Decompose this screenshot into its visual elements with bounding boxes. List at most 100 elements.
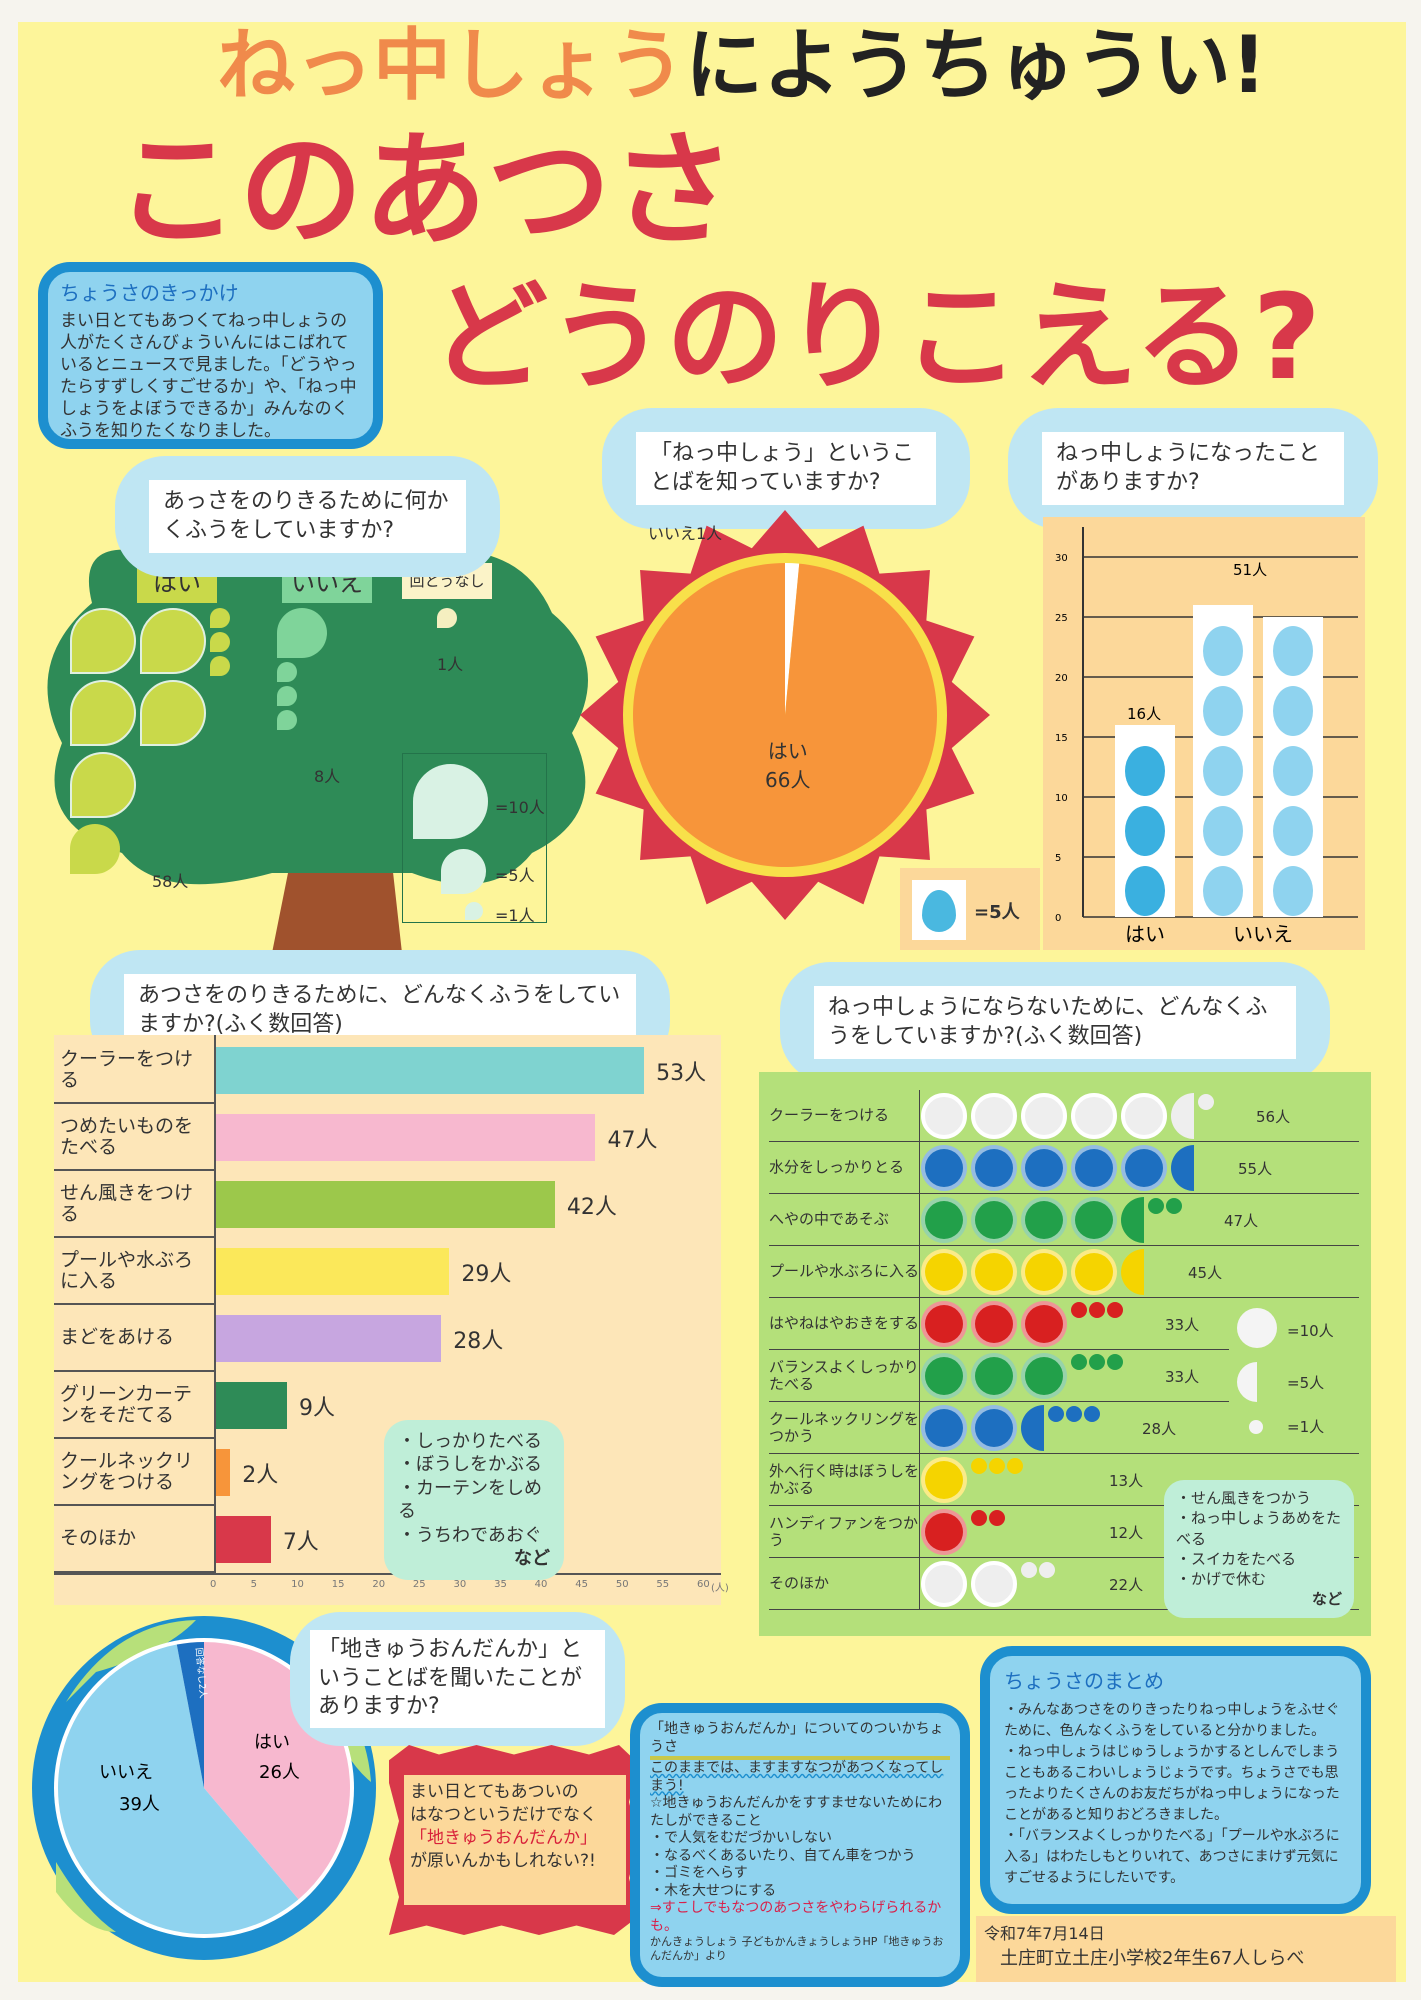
leaf-icon (70, 608, 136, 674)
icon-1 (1071, 1302, 1087, 1318)
bar (214, 1315, 442, 1362)
row-value-label: 28人 (1142, 1420, 1177, 1438)
tree-no-label: いいえ (282, 563, 372, 603)
category-label: グリーンカーテンをそだてる (54, 1372, 214, 1439)
note-line: ・しっかりたべる (398, 1431, 542, 1452)
row-line (769, 1141, 1359, 1142)
tree-yes-label: はい (137, 563, 217, 603)
bar-value-label: 2人 (242, 1463, 279, 1488)
note-line: ・ぼうしをかぶる (398, 1454, 542, 1476)
drop-icon (1203, 866, 1243, 916)
research-bullet: ・木を大せつにする (650, 1882, 777, 1899)
y-axis (214, 1035, 216, 1573)
title-heatstroke: ねっ中しょう (217, 21, 686, 111)
sun-question: 「ねっ中しょう」ということばを知っていますか? (612, 418, 960, 520)
warming-box: まい日とてもあついの はなつというだけでなく 「地きゅうおんだんか」 が原いんか… (404, 1775, 626, 1905)
row-line (769, 1609, 1359, 1610)
category-label: せん風きをつける (54, 1171, 214, 1238)
drop-icon (1125, 746, 1165, 796)
leaf-icon (70, 752, 136, 818)
icon-10 (921, 1353, 967, 1399)
research-bullet: ・ゴミをへらす (650, 1865, 748, 1881)
x-tick-label: 35 (494, 1579, 507, 1590)
icon-10 (971, 1249, 1017, 1295)
title-caution: にようちゅうい! (685, 21, 1267, 111)
drop-icon (1203, 746, 1243, 796)
icon-10 (1071, 1249, 1117, 1295)
y-tick-label: 10 (1055, 793, 1068, 804)
leaf-icon (140, 608, 206, 674)
row-value-label: 33人 (1165, 1316, 1200, 1334)
research-warning: このままでは、ますますなつがあつくなってしまう! (650, 1760, 944, 1794)
research-bullet: ・で人気をむだづかいしない (650, 1830, 832, 1846)
icon-10 (1021, 1197, 1067, 1243)
icon-10 (971, 1145, 1017, 1191)
drop-icon (922, 890, 956, 932)
drop-icon (1273, 866, 1313, 916)
pie-no-value: 39人 (119, 1794, 160, 1815)
icon-10 (971, 1093, 1017, 1139)
icon-1 (1107, 1302, 1123, 1318)
icon-10 (921, 1301, 967, 1347)
bar (214, 1114, 596, 1161)
leaf-icon (210, 608, 230, 628)
tree-legend: =10人 =5人 =1人 (402, 753, 547, 925)
category-label: ハンディファンをつかう (769, 1506, 919, 1558)
legend-10-label: =10人 (1287, 1322, 1334, 1340)
summary-paragraph: ・ねっ中しょうはじゅうしょうかするとしんでしまうこともあるこわいしょうじょうです… (1004, 1744, 1340, 1823)
tree-chart: はい いいえ 回とうなし 58人 8人 1人 =10人 =5人 =1人 (32, 523, 600, 953)
icon-10 (921, 1405, 967, 1451)
x-tick-label: 40 (534, 1579, 548, 1590)
title-line-3: どうのりこえる? (430, 268, 1321, 406)
research-heading: 「地きゅうおんだんか」についてのついかちょうさ (650, 1721, 950, 1760)
bar-value-label: 51人 (1233, 561, 1267, 579)
bar-value-label: 7人 (282, 1530, 319, 1555)
y-tick-label: 25 (1055, 613, 1068, 624)
icon-10 (971, 1353, 1017, 1399)
footer: 令和7年7月14日 土庄町立土庄小学校2年生67人しらべ (976, 1916, 1396, 1982)
icon-10 (921, 1093, 967, 1139)
bar-value-label: 47人 (607, 1128, 658, 1153)
note-line: など (514, 1547, 550, 1569)
drop-icon (1203, 626, 1243, 676)
bar-value-label: 29人 (461, 1262, 512, 1287)
row-line (769, 1193, 1359, 1194)
category-label: つめたいものをたべる (54, 1104, 214, 1171)
note-bubble: ・せん風きをつかう ・ねっ中しょうあめをたべる ・スイカをたべる ・かげで休む など (1164, 1480, 1354, 1618)
leaf-icon (277, 662, 297, 682)
icon-10 (1021, 1093, 1067, 1139)
legend-1-label: =1人 (1287, 1418, 1325, 1436)
icon-10 (1121, 1093, 1167, 1139)
motivation-box: ちょうさのきっかけ まい日とてもあつくてねっ中しょうの人がたくさんびょういんには… (38, 262, 383, 449)
warming-red-text: 「地きゅうおんだんか」 (410, 1827, 597, 1848)
drop-icon (1273, 686, 1313, 736)
icon-10 (921, 1145, 967, 1191)
x-tick-label: 60 (697, 1579, 710, 1590)
category-label: バランスよくしっかりたべる (769, 1350, 919, 1402)
bar (214, 1181, 555, 1228)
bar (214, 1248, 450, 1295)
row-line (769, 1453, 1359, 1454)
icon-10 (1021, 1145, 1067, 1191)
leaf-icon (277, 710, 297, 730)
row-line (769, 1557, 1359, 1558)
note-line: など (1311, 1590, 1342, 1609)
icon-1 (1071, 1354, 1087, 1370)
title-line-2: このあつさ (115, 119, 736, 263)
pie-slice-no (785, 563, 800, 715)
drop-icon (1125, 866, 1165, 916)
category-label: クールネックリングをつかう (769, 1402, 919, 1454)
icon-10 (1071, 1093, 1117, 1139)
icon-5 (1121, 1197, 1144, 1243)
x-tick-label: 15 (331, 1579, 345, 1590)
bar-value-label: 53人 (656, 1061, 707, 1086)
bar (214, 1449, 231, 1496)
x-category-label: いいえ (1233, 922, 1293, 946)
row-line (769, 1401, 1359, 1402)
motivation-text: まい日とてもあつくてねっ中しょうの人がたくさんびょういんにはこばれているとニュー… (60, 311, 357, 442)
tree-noanswer-value: 1人 (437, 655, 464, 674)
x-category-label: はい (1125, 922, 1165, 946)
tree-no-value: 8人 (314, 767, 341, 786)
icon-5 (1171, 1093, 1194, 1139)
bar-value-label: 42人 (566, 1195, 617, 1220)
